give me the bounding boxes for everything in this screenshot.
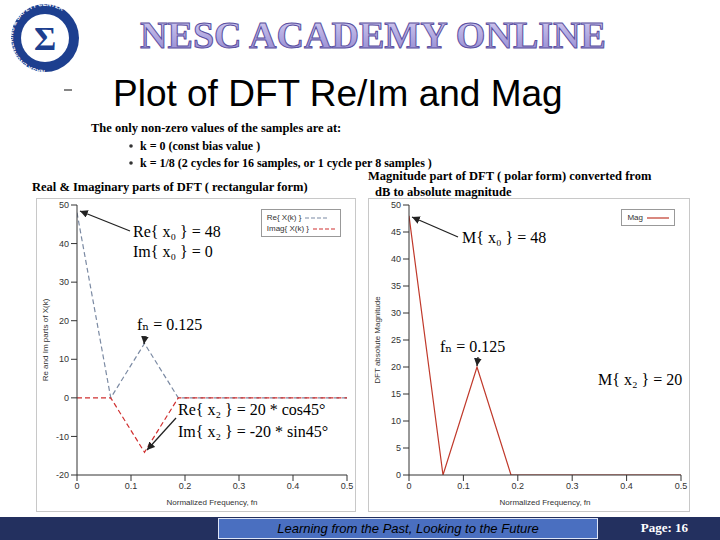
svg-text:k = 0 (const bias value ): k = 0 (const bias value )	[140, 139, 260, 153]
svg-text:0.5: 0.5	[341, 481, 354, 491]
svg-text:0.3: 0.3	[233, 481, 246, 491]
svg-text:Real & Imaginary parts of DFT: Real & Imaginary parts of DFT ( rectangu…	[32, 180, 308, 194]
svg-text:Normalized Frequency, fn: Normalized Frequency, fn	[167, 498, 258, 507]
svg-text:fₙ = 0.125: fₙ = 0.125	[440, 338, 505, 355]
svg-text:20: 20	[59, 316, 69, 326]
svg-text:0.4: 0.4	[620, 481, 633, 491]
svg-text:5: 5	[396, 443, 401, 453]
svg-text:10: 10	[59, 354, 69, 364]
svg-text:0.1: 0.1	[457, 481, 470, 491]
svg-text:Re{ x₂ } = 20 * cos45°: Re{ x₂ } = 20 * cos45°	[178, 401, 325, 418]
svg-text:50: 50	[391, 200, 401, 210]
svg-text:0.1: 0.1	[125, 481, 138, 491]
svg-text:40: 40	[59, 239, 69, 249]
svg-text:45: 45	[391, 227, 401, 237]
svg-text:Im{ x₀ } = 0: Im{ x₀ } = 0	[133, 243, 213, 260]
svg-text:10: 10	[391, 416, 401, 426]
svg-text:-20: -20	[56, 470, 69, 480]
svg-text:NASA ENGINEERING & SAFETY CENT: NASA ENGINEERING & SAFETY CENTER	[8, 1, 65, 75]
svg-text:Normalized Frequency, fn: Normalized Frequency, fn	[500, 498, 591, 507]
svg-text:30: 30	[391, 308, 401, 318]
svg-text:50: 50	[59, 200, 69, 210]
svg-text:15: 15	[391, 389, 401, 399]
html-text:Mag: Mag	[627, 213, 643, 222]
svg-text:Magnitude part of DFT ( polar: Magnitude part of DFT ( polar form) conv…	[368, 169, 652, 183]
svg-text:M{ x₀ } = 48: M{ x₀ } = 48	[462, 229, 546, 246]
svg-text:40: 40	[391, 254, 401, 264]
svg-text:0: 0	[64, 393, 69, 403]
svg-text:0.2: 0.2	[179, 481, 192, 491]
html-text:Page: 16: Page: 16	[640, 520, 688, 535]
svg-text:0.4: 0.4	[287, 481, 300, 491]
svg-text:dB to absolute magnitude: dB to absolute magnitude	[375, 185, 512, 199]
svg-text:Re and Im parts of X(k): Re and Im parts of X(k)	[41, 298, 50, 381]
svg-text:fₙ = 0.125: fₙ = 0.125	[137, 316, 202, 333]
svg-text:20: 20	[391, 362, 401, 372]
svg-text:35: 35	[391, 281, 401, 291]
svg-text:M{ x₂ } = 20: M{ x₂ } = 20	[598, 371, 682, 388]
svg-text:0: 0	[406, 481, 411, 491]
svg-text:Plot of DFT Re/Im and Mag: Plot of DFT Re/Im and Mag	[113, 73, 563, 114]
svg-text:NESC ACADEMY ONLINE: NESC ACADEMY ONLINE	[140, 14, 606, 56]
html-text:Imag{ X(k) }: Imag{ X(k) }	[266, 224, 309, 233]
html-text:Learning from the Past, Lookin: Learning from the Past, Looking to the F…	[277, 521, 539, 536]
svg-text:DFT absolute Magnitude: DFT absolute Magnitude	[373, 296, 382, 384]
svg-text:Im{ x₂ } = -20 * sin45°: Im{ x₂ } = -20 * sin45°	[178, 423, 328, 440]
svg-text:0: 0	[74, 481, 79, 491]
svg-text:0: 0	[396, 470, 401, 480]
svg-text:0.3: 0.3	[566, 481, 579, 491]
svg-text:30: 30	[59, 277, 69, 287]
html-text:Re{ X(k) }: Re{ X(k) }	[266, 213, 302, 222]
svg-text:25: 25	[391, 335, 401, 345]
svg-text:Σ: Σ	[34, 20, 56, 57]
svg-text:-10: -10	[56, 432, 69, 442]
svg-text:0.2: 0.2	[512, 481, 525, 491]
svg-text:The only non-zero values of th: The only non-zero values of the samples …	[91, 121, 341, 135]
svg-text:0.5: 0.5	[675, 481, 688, 491]
svg-text:k = 1/8 (2 cycles for 16 sampl: k = 1/8 (2 cycles for 16 samples, or 1 c…	[140, 156, 432, 170]
svg-text:Re{ x₀ } = 48: Re{ x₀ } = 48	[133, 223, 221, 240]
